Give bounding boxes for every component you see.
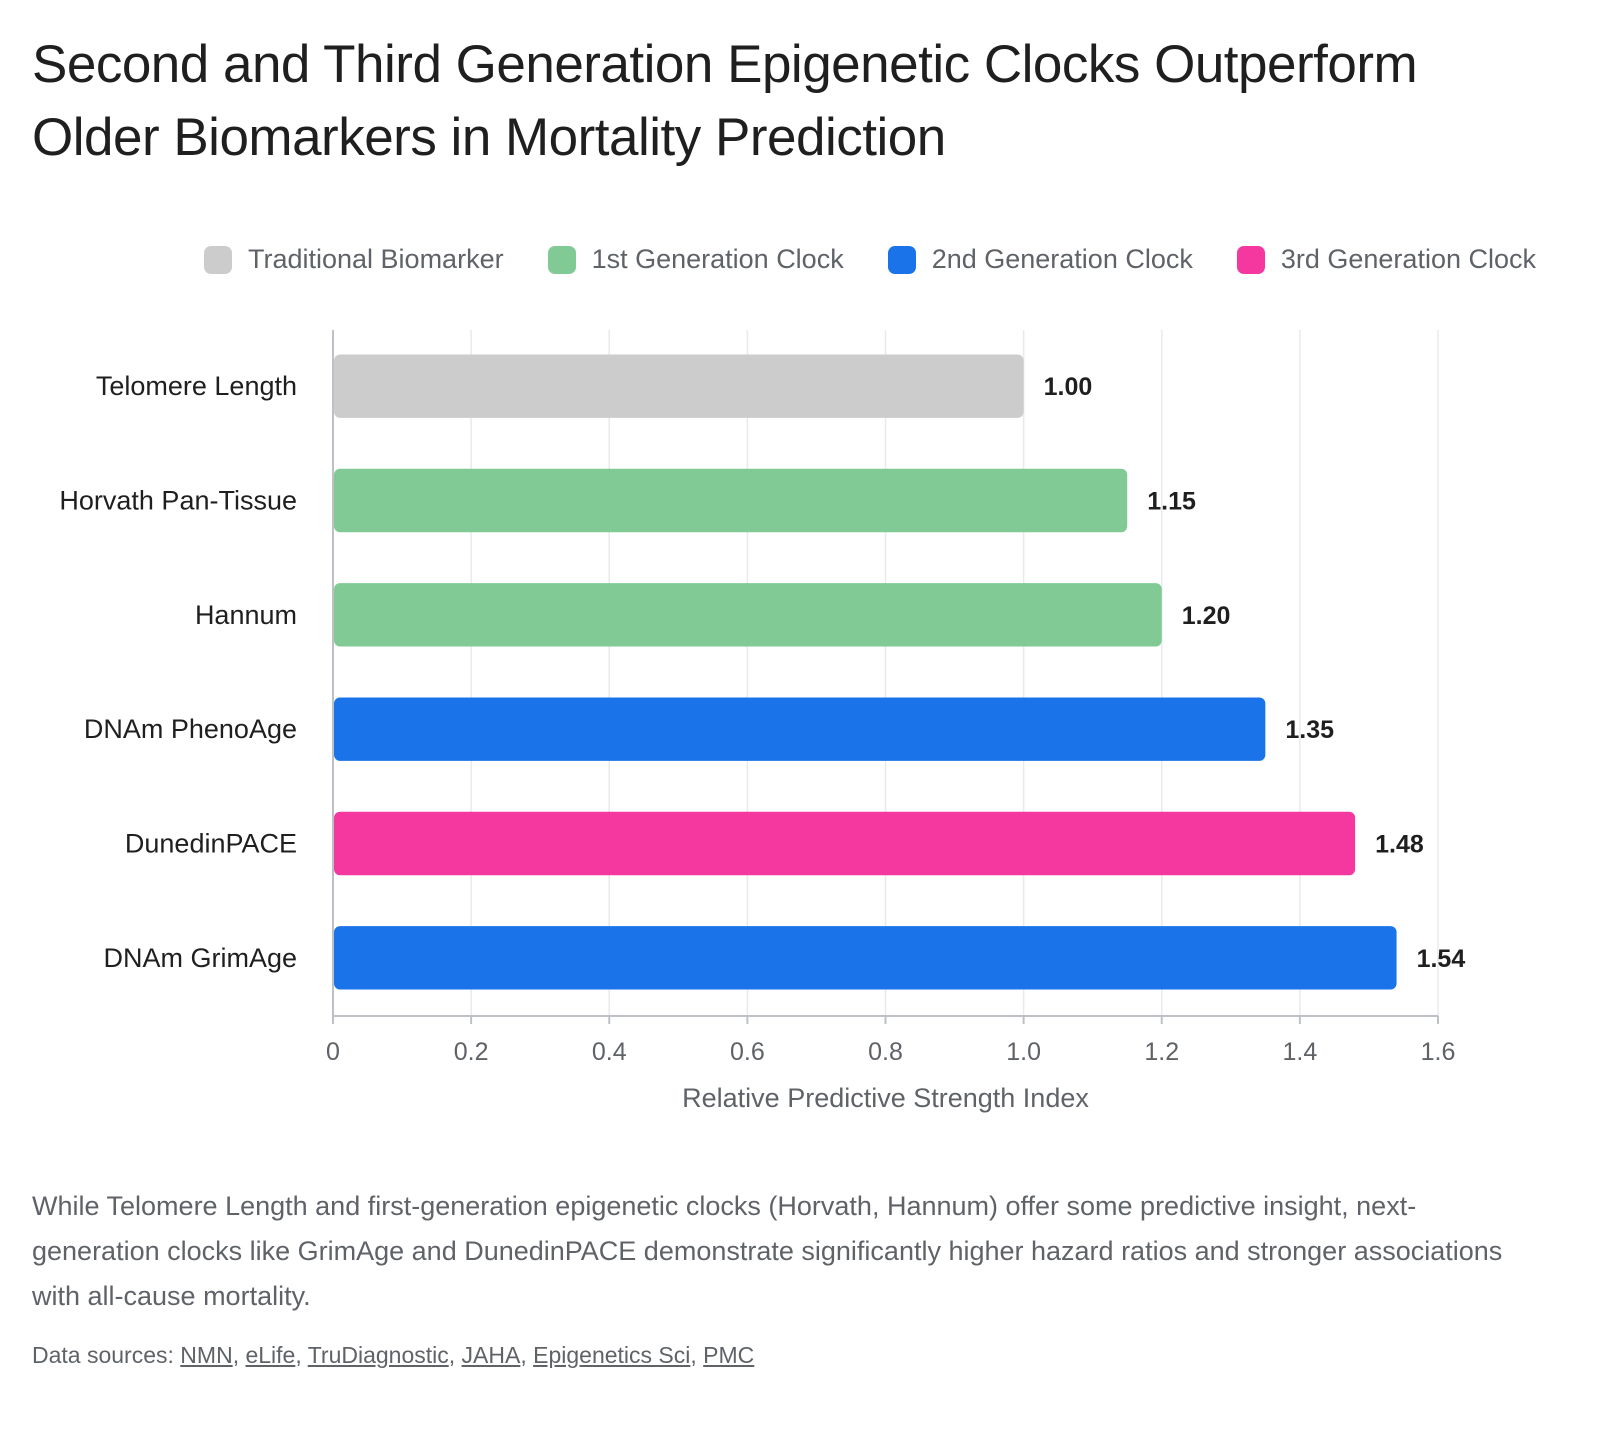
x-tick-label: 0.6 — [730, 1038, 765, 1066]
bar — [334, 354, 1024, 418]
value-label: 1.54 — [1417, 945, 1466, 973]
x-tick-label: 0 — [326, 1038, 340, 1066]
legend-item: 1st Generation Clock — [547, 244, 844, 275]
x-axis-title: Relative Predictive Strength Index — [682, 1083, 1089, 1113]
value-label: 1.20 — [1182, 602, 1231, 630]
data-sources: Data sources: NMN, eLife, TruDiagnostic,… — [32, 1342, 755, 1368]
source-link[interactable]: eLife — [245, 1342, 296, 1368]
category-label: DNAm GrimAge — [103, 943, 297, 973]
legend-item: 3rd Generation Clock — [1236, 244, 1536, 275]
x-tick-label: 1.2 — [1144, 1038, 1179, 1066]
value-label: 1.15 — [1147, 488, 1196, 516]
legend-item: 2nd Generation Clock — [887, 244, 1193, 275]
source-link[interactable]: NMN — [180, 1342, 233, 1368]
legend-label: 1st Generation Clock — [591, 244, 844, 274]
bar — [334, 583, 1162, 647]
legend-swatch — [1236, 245, 1265, 274]
category-label: Hannum — [195, 600, 297, 630]
legend-swatch — [203, 245, 232, 274]
legend-label: 2nd Generation Clock — [931, 244, 1193, 274]
source-link[interactable]: Epigenetics Sci — [533, 1342, 691, 1368]
x-tick-label: 1.6 — [1421, 1038, 1456, 1066]
x-tick-label: 0.4 — [592, 1038, 627, 1066]
bar-chart: 0 0.2 0.4 0.6 0.8 1.0 1.2 1.4 1.6 Relative Predic… — [59, 330, 1466, 1113]
category-label: DNAm PhenoAge — [84, 714, 297, 744]
x-tick-label: 0.2 — [454, 1038, 489, 1066]
legend-item: Traditional Biomarker — [203, 244, 504, 275]
chart-caption: While Telomere Length and first-generati… — [32, 1191, 1503, 1311]
value-label: 1.48 — [1375, 831, 1424, 859]
value-label: 1.35 — [1285, 716, 1334, 744]
category-label: Horvath Pan-Tissue — [59, 486, 297, 516]
legend-label: 3rd Generation Clock — [1280, 244, 1536, 274]
x-tick-label: 1.4 — [1282, 1038, 1317, 1066]
legend-label: Traditional Biomarker — [247, 244, 504, 274]
source-link[interactable]: TruDiagnostic — [307, 1342, 449, 1368]
bar — [334, 697, 1266, 761]
category-label: Telomere Length — [96, 371, 297, 401]
legend-swatch — [547, 245, 576, 274]
source-link[interactable]: JAHA — [461, 1342, 521, 1368]
value-label: 1.00 — [1044, 373, 1093, 401]
x-tick-label: 1.0 — [1006, 1038, 1041, 1066]
bar — [334, 468, 1128, 533]
chart-title: Second and Third Generation Epigenetic C… — [32, 35, 1418, 167]
legend-swatch — [887, 245, 916, 274]
bar — [334, 811, 1356, 876]
category-label: DunedinPACE — [125, 829, 297, 859]
chart-legend: Traditional Biomarker 1st Generation Cloc… — [203, 244, 1536, 275]
source-link[interactable]: PMC — [703, 1342, 755, 1368]
sources-prefix: Data sources: — [32, 1342, 174, 1368]
bar — [334, 926, 1397, 990]
x-tick-label: 0.8 — [868, 1038, 903, 1066]
